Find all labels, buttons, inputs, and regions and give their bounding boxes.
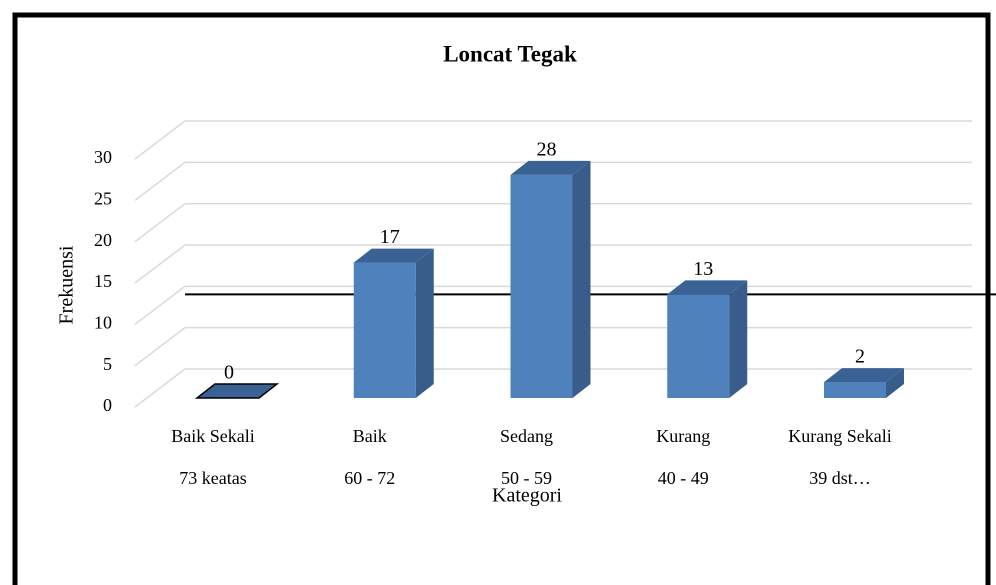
x-tick-label: Baik Sekali: [171, 426, 255, 446]
y-tick-label: 25: [94, 188, 112, 208]
bar-side: [729, 280, 748, 398]
grid-line: [134, 120, 186, 160]
grid-line: [134, 161, 186, 201]
bar-top: [667, 280, 748, 295]
y-tick-label: 10: [94, 312, 112, 332]
bar: [353, 262, 416, 398]
data-label: 13: [693, 258, 713, 280]
grid-line: [134, 285, 186, 325]
y-tick-label: 30: [94, 147, 112, 167]
x-tick-label: 73 keatas: [179, 468, 246, 488]
y-tick-label: 0: [103, 395, 112, 415]
data-label: 17: [380, 226, 400, 248]
bar-top: [353, 248, 434, 263]
bar-top: [510, 160, 591, 175]
bar: [824, 382, 886, 398]
y-tick-label: 5: [103, 354, 112, 374]
x-tick-label: 50 - 59: [501, 468, 552, 488]
grid-line: [134, 244, 186, 284]
bar-side: [572, 160, 591, 398]
x-tick-label: Kurang Sekali: [788, 426, 891, 446]
grid-line: [134, 327, 186, 367]
bar: [667, 294, 730, 398]
x-tick-label: Baik: [353, 426, 387, 446]
grid-line: [134, 368, 186, 408]
bar-side: [886, 368, 904, 398]
data-label: 28: [537, 139, 557, 161]
y-tick-label: 20: [94, 230, 112, 250]
y-axis-label: Frekuensi: [56, 245, 78, 324]
x-tick-label: 60 - 72: [344, 468, 395, 488]
y-tick-label: 15: [94, 271, 112, 291]
bar-top: [824, 368, 904, 383]
x-tick-label: 39 dst…: [809, 468, 871, 488]
bar-side: [415, 248, 434, 398]
x-tick-label: 40 - 49: [658, 468, 709, 488]
x-tick-label: Kurang: [656, 426, 710, 446]
x-tick-label: Sedang: [500, 426, 553, 446]
x-axis-label: Kategori: [492, 485, 562, 507]
chart-title: Loncat Tegak: [443, 41, 577, 66]
data-label: 0: [224, 362, 234, 384]
bar: [510, 174, 573, 398]
grid-line: [134, 203, 186, 243]
data-label: 2: [855, 346, 865, 368]
bar-top: [194, 383, 280, 399]
frame: [12, 12, 991, 585]
